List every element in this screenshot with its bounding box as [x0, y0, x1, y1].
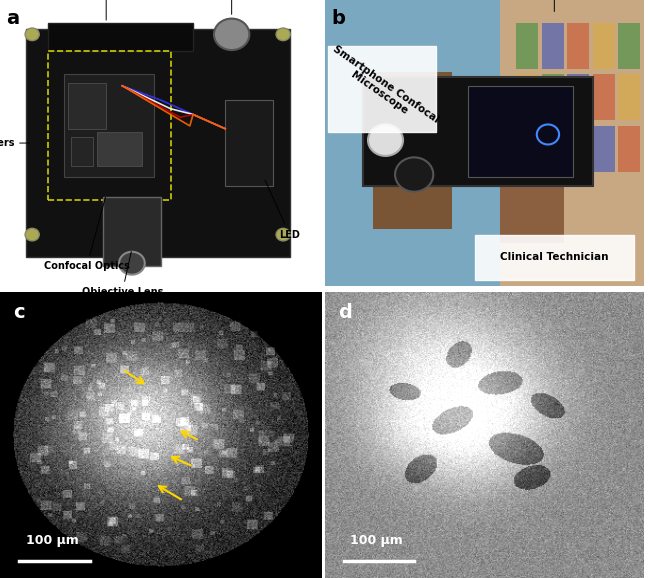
Bar — [618, 75, 640, 120]
Text: c: c — [13, 303, 25, 323]
Bar — [541, 126, 564, 172]
Bar — [516, 75, 538, 120]
Bar — [373, 72, 452, 229]
Bar — [500, 0, 644, 286]
Text: Clinical Technician: Clinical Technician — [500, 253, 608, 262]
Bar — [71, 138, 94, 166]
Text: Smartphone Confocal
Microscope: Smartphone Confocal Microscope — [324, 43, 441, 134]
FancyBboxPatch shape — [474, 235, 634, 280]
Bar — [593, 75, 615, 120]
Circle shape — [276, 28, 290, 40]
Bar — [567, 126, 590, 172]
Bar — [593, 126, 615, 172]
Bar — [48, 51, 170, 201]
Bar — [363, 77, 593, 186]
Bar — [593, 23, 615, 69]
Text: Patient: Patient — [534, 0, 574, 12]
Circle shape — [276, 228, 290, 241]
Text: Smartphone: Smartphone — [72, 0, 140, 20]
Circle shape — [395, 157, 434, 192]
Text: b: b — [332, 9, 345, 28]
Bar — [103, 198, 161, 266]
Text: LED Button: LED Button — [201, 0, 263, 14]
FancyBboxPatch shape — [328, 46, 437, 132]
Bar — [541, 75, 564, 120]
Text: Confocal Optics: Confocal Optics — [44, 197, 130, 271]
Circle shape — [25, 28, 39, 40]
Bar — [567, 75, 590, 120]
Bar — [26, 28, 290, 258]
Bar — [68, 83, 106, 129]
Bar — [516, 126, 538, 172]
Circle shape — [25, 228, 39, 241]
Bar — [225, 100, 274, 186]
Text: LED: LED — [265, 180, 300, 240]
Bar — [48, 23, 193, 51]
Circle shape — [119, 252, 145, 275]
Bar — [541, 23, 564, 69]
Text: d: d — [338, 303, 352, 323]
Bar — [468, 86, 573, 177]
Bar — [500, 114, 564, 243]
Text: Objective Lens: Objective Lens — [82, 251, 163, 297]
Bar — [96, 132, 142, 166]
Circle shape — [214, 18, 250, 50]
Bar — [618, 23, 640, 69]
Bar — [516, 23, 538, 69]
Bar — [567, 23, 590, 69]
Bar — [618, 126, 640, 172]
Circle shape — [368, 124, 403, 156]
Text: a: a — [6, 9, 20, 28]
Text: 3D-Printed Holders: 3D-Printed Holders — [0, 138, 29, 148]
Text: 100 μm: 100 μm — [26, 533, 79, 547]
Text: 100 μm: 100 μm — [350, 533, 403, 547]
Bar — [64, 75, 155, 177]
